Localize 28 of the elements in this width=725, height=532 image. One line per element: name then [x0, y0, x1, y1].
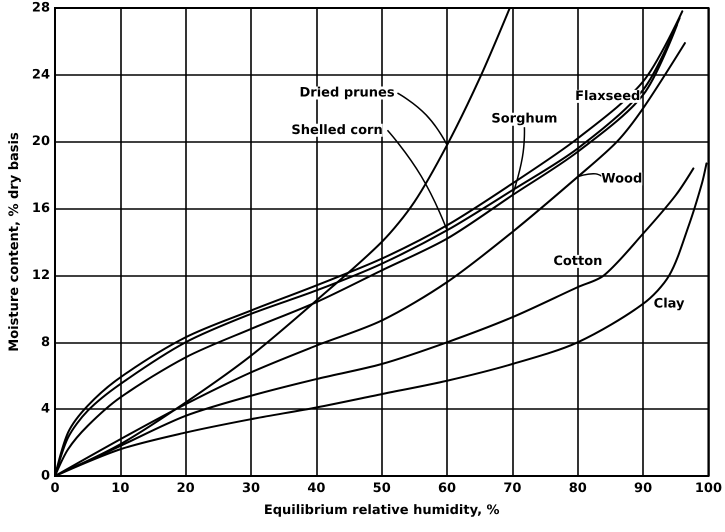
- x-tick-label: 100: [694, 481, 722, 496]
- annotation: Dried prunes: [300, 86, 395, 101]
- y-axis-title: Moisture content, % dry basis: [7, 132, 22, 352]
- x-tick-label: 60: [438, 481, 456, 496]
- y-tick-label: 16: [32, 201, 50, 216]
- annotation: Sorghum: [491, 112, 558, 127]
- x-axis-title: Equilibrium relative humidity, %: [264, 503, 500, 518]
- annotation: Shelled corn: [291, 122, 383, 138]
- y-tick-label: 28: [32, 0, 50, 16]
- x-tick-label: 70: [503, 481, 522, 496]
- x-tick-label: 20: [176, 481, 195, 496]
- x-tick-label: 0: [50, 481, 60, 496]
- x-tick-label: 80: [568, 481, 587, 496]
- annotation: Cotton: [553, 254, 602, 269]
- y-tick-label: 8: [40, 334, 50, 350]
- annotation: Wood: [601, 171, 642, 186]
- x-tick-label: 50: [372, 481, 391, 496]
- annotation: Flaxseed: [575, 88, 640, 104]
- x-tick-label: 40: [307, 481, 326, 496]
- y-tick-label: 0: [40, 468, 50, 484]
- x-tick-label: 30: [242, 481, 260, 496]
- y-tick-label: 12: [32, 268, 50, 283]
- x-tick-label: 90: [634, 481, 652, 496]
- y-tick-label: 4: [40, 402, 50, 417]
- y-tick-label: 20: [32, 134, 50, 150]
- y-tick-label: 24: [32, 67, 50, 82]
- x-tick-label: 10: [111, 481, 130, 496]
- annotation: Clay: [654, 296, 686, 312]
